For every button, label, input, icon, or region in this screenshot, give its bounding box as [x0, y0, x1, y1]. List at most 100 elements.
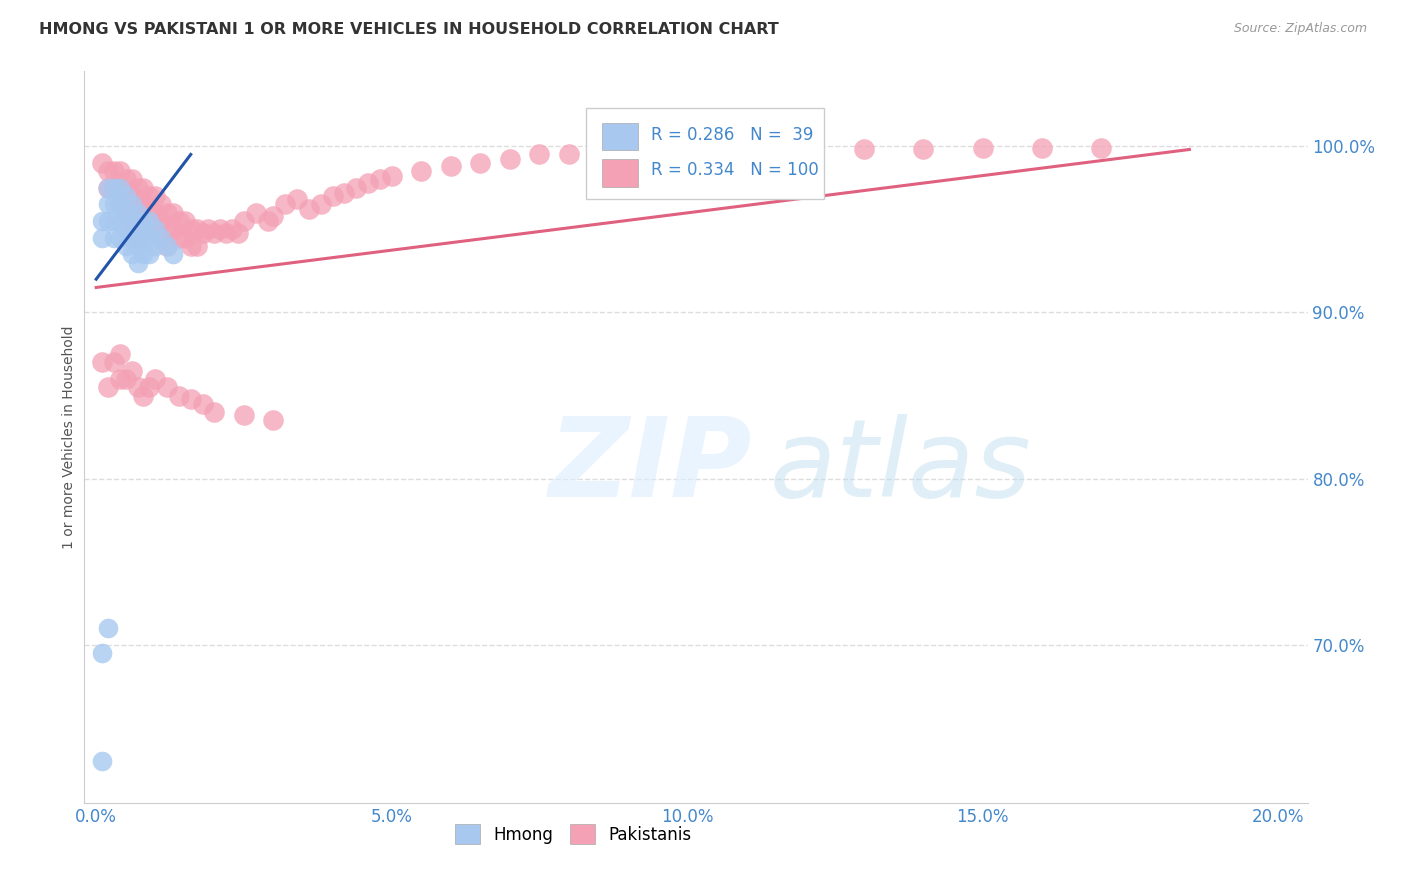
- Point: [274, 197, 297, 211]
- Point: [162, 222, 184, 236]
- Point: [127, 197, 149, 211]
- Point: [173, 230, 195, 244]
- Point: [121, 214, 143, 228]
- Point: [232, 214, 254, 228]
- Point: [529, 147, 551, 161]
- Point: [309, 197, 332, 211]
- Text: Source: ZipAtlas.com: Source: ZipAtlas.com: [1233, 22, 1367, 36]
- Point: [972, 141, 994, 155]
- Point: [114, 189, 136, 203]
- Point: [470, 155, 492, 169]
- Point: [143, 372, 166, 386]
- Point: [197, 222, 219, 236]
- Point: [499, 153, 522, 167]
- Point: [103, 180, 125, 194]
- Point: [121, 189, 143, 203]
- Point: [132, 247, 155, 261]
- Text: ZIP: ZIP: [550, 413, 752, 520]
- Point: [114, 239, 136, 253]
- Point: [127, 230, 149, 244]
- Text: HMONG VS PAKISTANI 1 OR MORE VEHICLES IN HOUSEHOLD CORRELATION CHART: HMONG VS PAKISTANI 1 OR MORE VEHICLES IN…: [39, 22, 779, 37]
- Point: [1031, 141, 1053, 155]
- Point: [103, 355, 125, 369]
- Point: [97, 180, 120, 194]
- Text: R = 0.286   N =  39: R = 0.286 N = 39: [651, 127, 813, 145]
- Point: [108, 372, 131, 386]
- Point: [676, 143, 699, 157]
- Point: [262, 209, 284, 223]
- Point: [91, 646, 114, 660]
- Point: [108, 180, 131, 194]
- Point: [138, 247, 160, 261]
- Point: [114, 205, 136, 219]
- Point: [91, 155, 114, 169]
- Point: [226, 226, 249, 240]
- Point: [735, 147, 758, 161]
- Point: [121, 222, 143, 236]
- FancyBboxPatch shape: [602, 159, 638, 187]
- Point: [186, 222, 208, 236]
- Point: [103, 180, 125, 194]
- Point: [127, 180, 149, 194]
- Point: [97, 180, 120, 194]
- Point: [132, 214, 155, 228]
- Point: [103, 197, 125, 211]
- Point: [298, 202, 321, 217]
- Point: [588, 143, 610, 157]
- Point: [132, 197, 155, 211]
- Point: [440, 159, 463, 173]
- Point: [132, 388, 155, 402]
- Point: [150, 214, 173, 228]
- Point: [103, 230, 125, 244]
- Point: [127, 214, 149, 228]
- Point: [97, 621, 120, 635]
- Point: [97, 214, 120, 228]
- Point: [180, 239, 202, 253]
- Point: [853, 143, 876, 157]
- Point: [138, 189, 160, 203]
- Point: [127, 239, 149, 253]
- Point: [156, 205, 179, 219]
- Point: [138, 222, 160, 236]
- Point: [121, 247, 143, 261]
- Point: [202, 405, 225, 419]
- Point: [108, 164, 131, 178]
- Point: [114, 189, 136, 203]
- Point: [108, 214, 131, 228]
- Point: [333, 186, 356, 200]
- Point: [127, 222, 149, 236]
- Point: [411, 164, 433, 178]
- Point: [132, 214, 155, 228]
- Point: [180, 222, 202, 236]
- Point: [143, 205, 166, 219]
- Point: [138, 205, 160, 219]
- FancyBboxPatch shape: [602, 122, 638, 151]
- Point: [103, 164, 125, 178]
- Point: [167, 388, 190, 402]
- Point: [108, 230, 131, 244]
- Point: [143, 222, 166, 236]
- Point: [150, 230, 173, 244]
- Point: [191, 226, 214, 240]
- Point: [191, 397, 214, 411]
- Point: [167, 214, 190, 228]
- Point: [156, 222, 179, 236]
- Point: [138, 380, 160, 394]
- Point: [114, 372, 136, 386]
- Point: [162, 247, 184, 261]
- Point: [150, 230, 173, 244]
- Point: [912, 143, 935, 157]
- Point: [132, 180, 155, 194]
- Legend: Hmong, Pakistanis: Hmong, Pakistanis: [450, 819, 697, 849]
- Point: [108, 197, 131, 211]
- Point: [108, 347, 131, 361]
- Point: [138, 214, 160, 228]
- Point: [108, 180, 131, 194]
- Point: [103, 214, 125, 228]
- Point: [167, 230, 190, 244]
- Point: [357, 176, 380, 190]
- Point: [121, 205, 143, 219]
- Point: [617, 143, 640, 157]
- Point: [114, 205, 136, 219]
- Point: [221, 222, 243, 236]
